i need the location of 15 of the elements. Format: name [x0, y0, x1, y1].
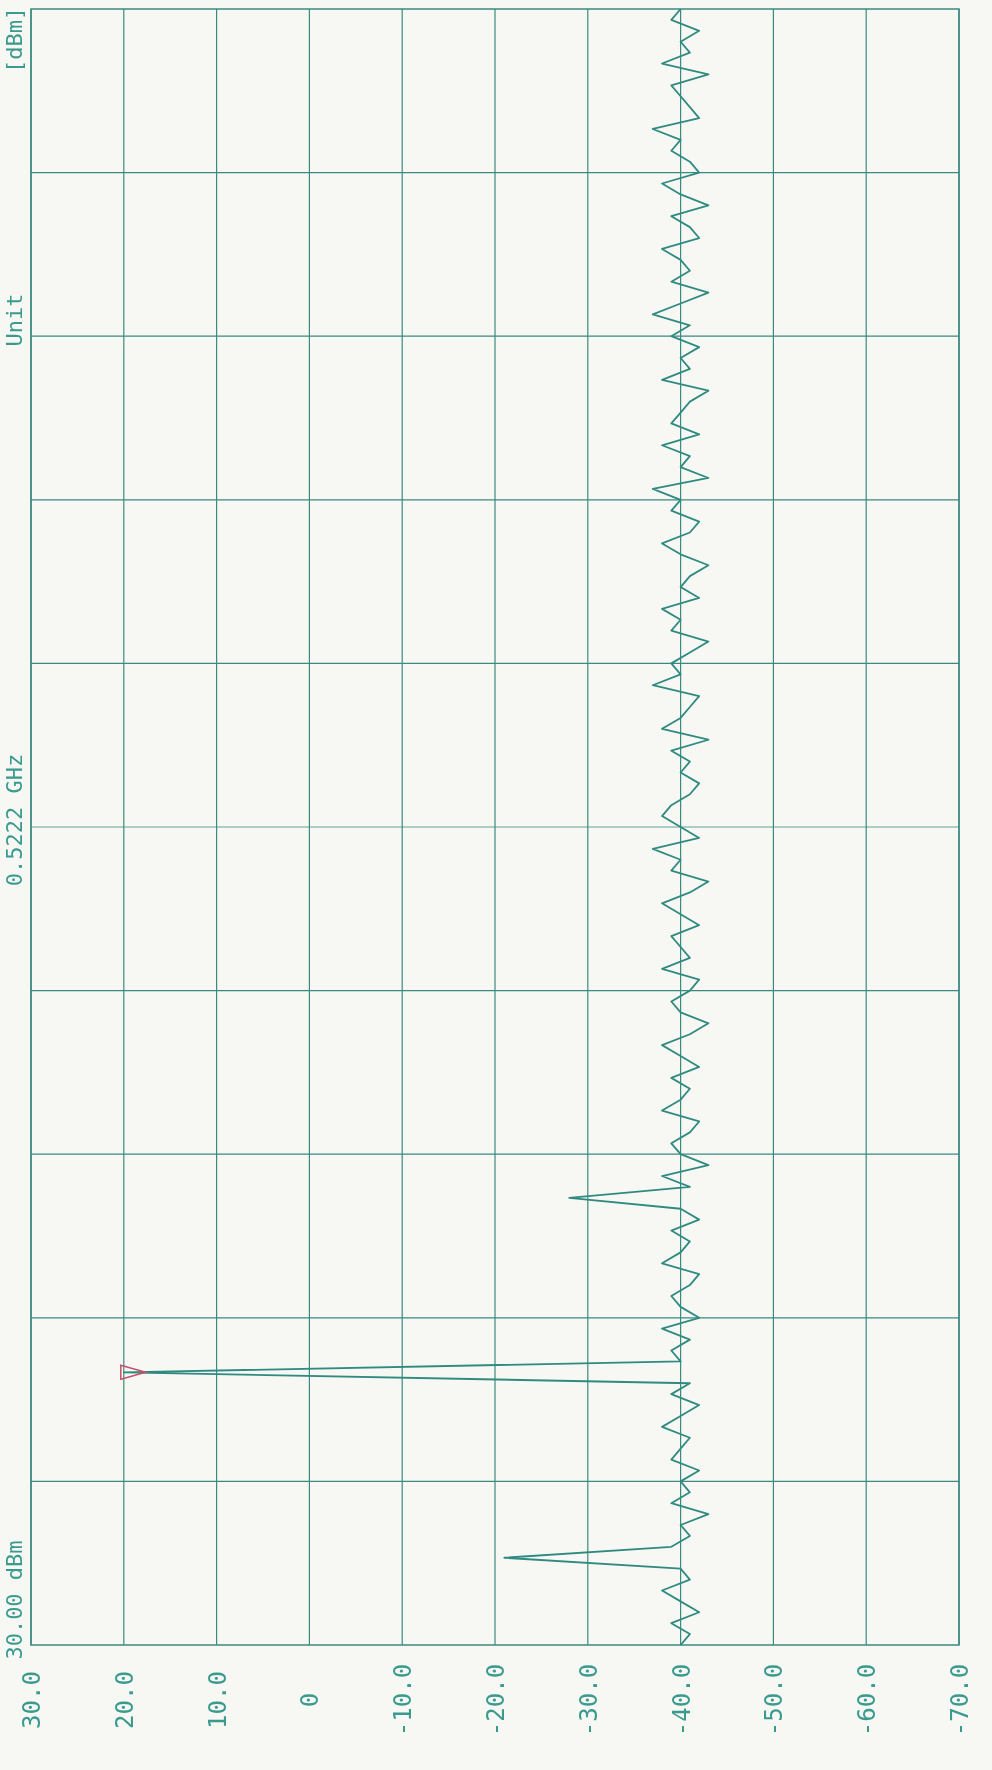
text: Unit	[2, 293, 27, 347]
x-tick-label: -10.0	[389, 1663, 418, 1737]
text: 0.5222 GHz	[2, 753, 27, 887]
x-tick-label: 0	[296, 1692, 325, 1708]
x-tick-label: -30.0	[574, 1663, 603, 1737]
text: 30.00 dBm	[2, 1540, 27, 1660]
x-tick-label: 20.0	[110, 1671, 139, 1729]
x-tick-label: 30.0	[18, 1671, 46, 1729]
x-tick-label: -20.0	[482, 1663, 510, 1737]
x-tick-label: 10.0	[203, 1671, 232, 1729]
x-tick-label: -70.0	[946, 1663, 974, 1737]
x-tick-label: -50.0	[760, 1663, 789, 1737]
text: [dBm]	[2, 6, 27, 74]
x-tick-label: -60.0	[853, 1663, 882, 1737]
x-tick-label: -40.0	[667, 1663, 696, 1737]
